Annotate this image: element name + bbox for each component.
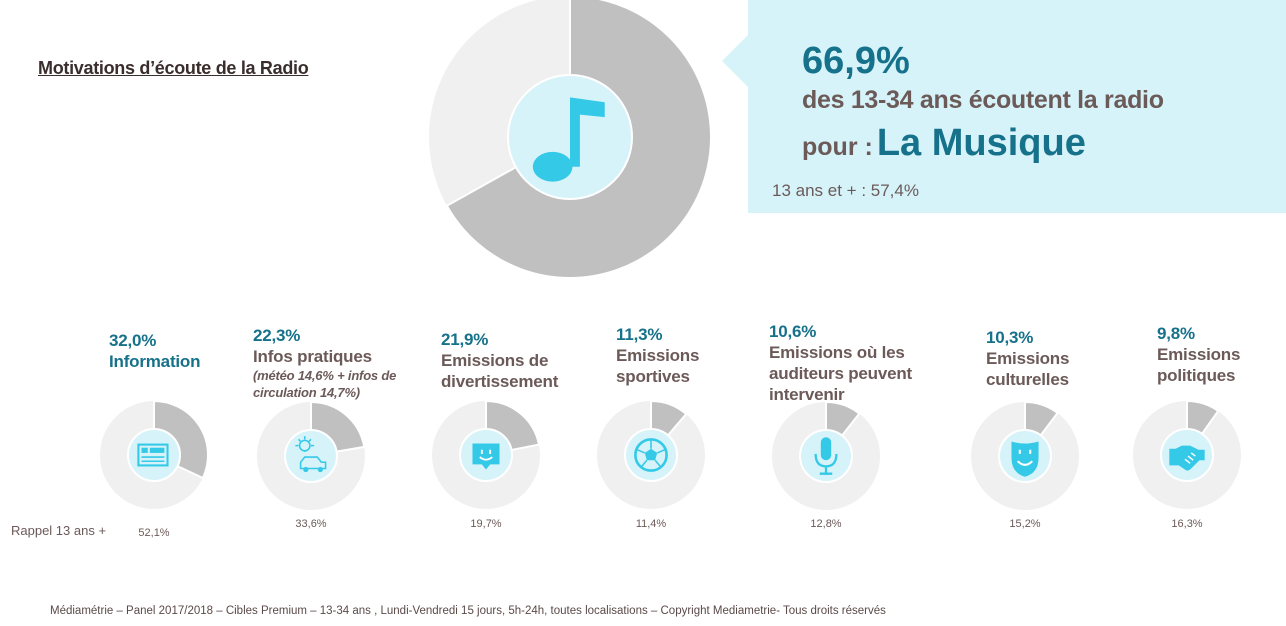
rappel-value: 33,6% bbox=[295, 518, 327, 530]
handshake-icon bbox=[1169, 445, 1205, 471]
category-percentage: 22,3% bbox=[253, 326, 301, 345]
category-note: (météo 14,6% + infos de circulation 14,7… bbox=[253, 368, 397, 400]
rappel-value: 52,1% bbox=[138, 527, 170, 539]
music-note-icon bbox=[532, 97, 605, 182]
main-subject: pour : La Musique bbox=[802, 122, 1086, 165]
rappel-value: 15,2% bbox=[1009, 518, 1041, 530]
category-percentage: 10,3% bbox=[986, 328, 1034, 347]
donut-newspaper bbox=[100, 399, 209, 509]
main-description: des 13-34 ans écoutent la radio bbox=[802, 86, 1164, 114]
smiley-bubble-icon bbox=[472, 443, 500, 470]
category-name: Emissions culturelles bbox=[986, 349, 1070, 389]
rappel-value: 16,3% bbox=[1171, 518, 1203, 530]
callout-box bbox=[748, 0, 1286, 213]
sun-car-icon bbox=[295, 436, 327, 473]
rappel-value: 19,7% bbox=[470, 518, 502, 530]
donut-sun-car bbox=[257, 400, 366, 510]
donut-football bbox=[597, 399, 705, 509]
newspaper-icon bbox=[137, 443, 169, 467]
category-name: Emissions politiques bbox=[1157, 345, 1241, 385]
category-label: 10,6% Emissions où les auditeurs peuvent … bbox=[769, 321, 939, 405]
page-title: Motivations d’écoute de la Radio bbox=[38, 58, 309, 78]
microphone-icon bbox=[814, 437, 838, 475]
category-name: Infos pratiques bbox=[253, 347, 372, 366]
category-percentage: 10,6% bbox=[769, 322, 817, 341]
category-percentage: 32,0% bbox=[109, 331, 157, 350]
category-name: Emissions sportives bbox=[616, 346, 700, 386]
donut-hole bbox=[127, 428, 181, 482]
rappel-value: 11,4% bbox=[635, 518, 667, 530]
main-reference: 13 ans et + : 57,4% bbox=[772, 181, 919, 200]
donut-theatre-mask bbox=[971, 400, 1079, 510]
category-name: Emissions de divertissement bbox=[441, 351, 559, 391]
category-name: Information bbox=[109, 352, 201, 371]
rappel-value: 12,8% bbox=[810, 518, 842, 530]
donut-smiley-bubble bbox=[432, 399, 541, 509]
donut-handshake bbox=[1133, 399, 1241, 509]
footer-source: Médiamétrie – Panel 2017/2018 – Cibles P… bbox=[50, 605, 886, 617]
theatre-mask-icon bbox=[1011, 441, 1039, 477]
category-label: 9,8% Emissions politiques bbox=[1157, 323, 1267, 386]
main-donut-musique bbox=[429, 0, 712, 279]
category-percentage: 11,3% bbox=[616, 325, 663, 344]
category-label: 10,3% Emissions culturelles bbox=[986, 327, 1106, 390]
main-percentage: 66,9% bbox=[802, 40, 910, 82]
category-percentage: 9,8% bbox=[1157, 324, 1195, 343]
donut-hole bbox=[284, 429, 338, 483]
main-subject-prefix: pour : bbox=[802, 133, 873, 161]
category-label: 21,9% Emissions de divertissement bbox=[441, 329, 591, 392]
football-icon bbox=[634, 438, 668, 472]
category-label: 22,3% Infos pratiques (météo 14,6% + infos… bbox=[253, 325, 423, 401]
donut-microphone bbox=[772, 400, 880, 510]
category-label: 11,3% Emissions sportives bbox=[616, 324, 726, 387]
main-subject-highlight: La Musique bbox=[876, 122, 1086, 164]
category-percentage: 21,9% bbox=[441, 330, 489, 349]
callout-pointer bbox=[722, 34, 749, 88]
category-name: Emissions où les auditeurs peuvent inter… bbox=[769, 343, 913, 404]
category-label: 32,0% Information bbox=[109, 330, 229, 372]
rappel-label: Rappel 13 ans + bbox=[11, 523, 107, 538]
